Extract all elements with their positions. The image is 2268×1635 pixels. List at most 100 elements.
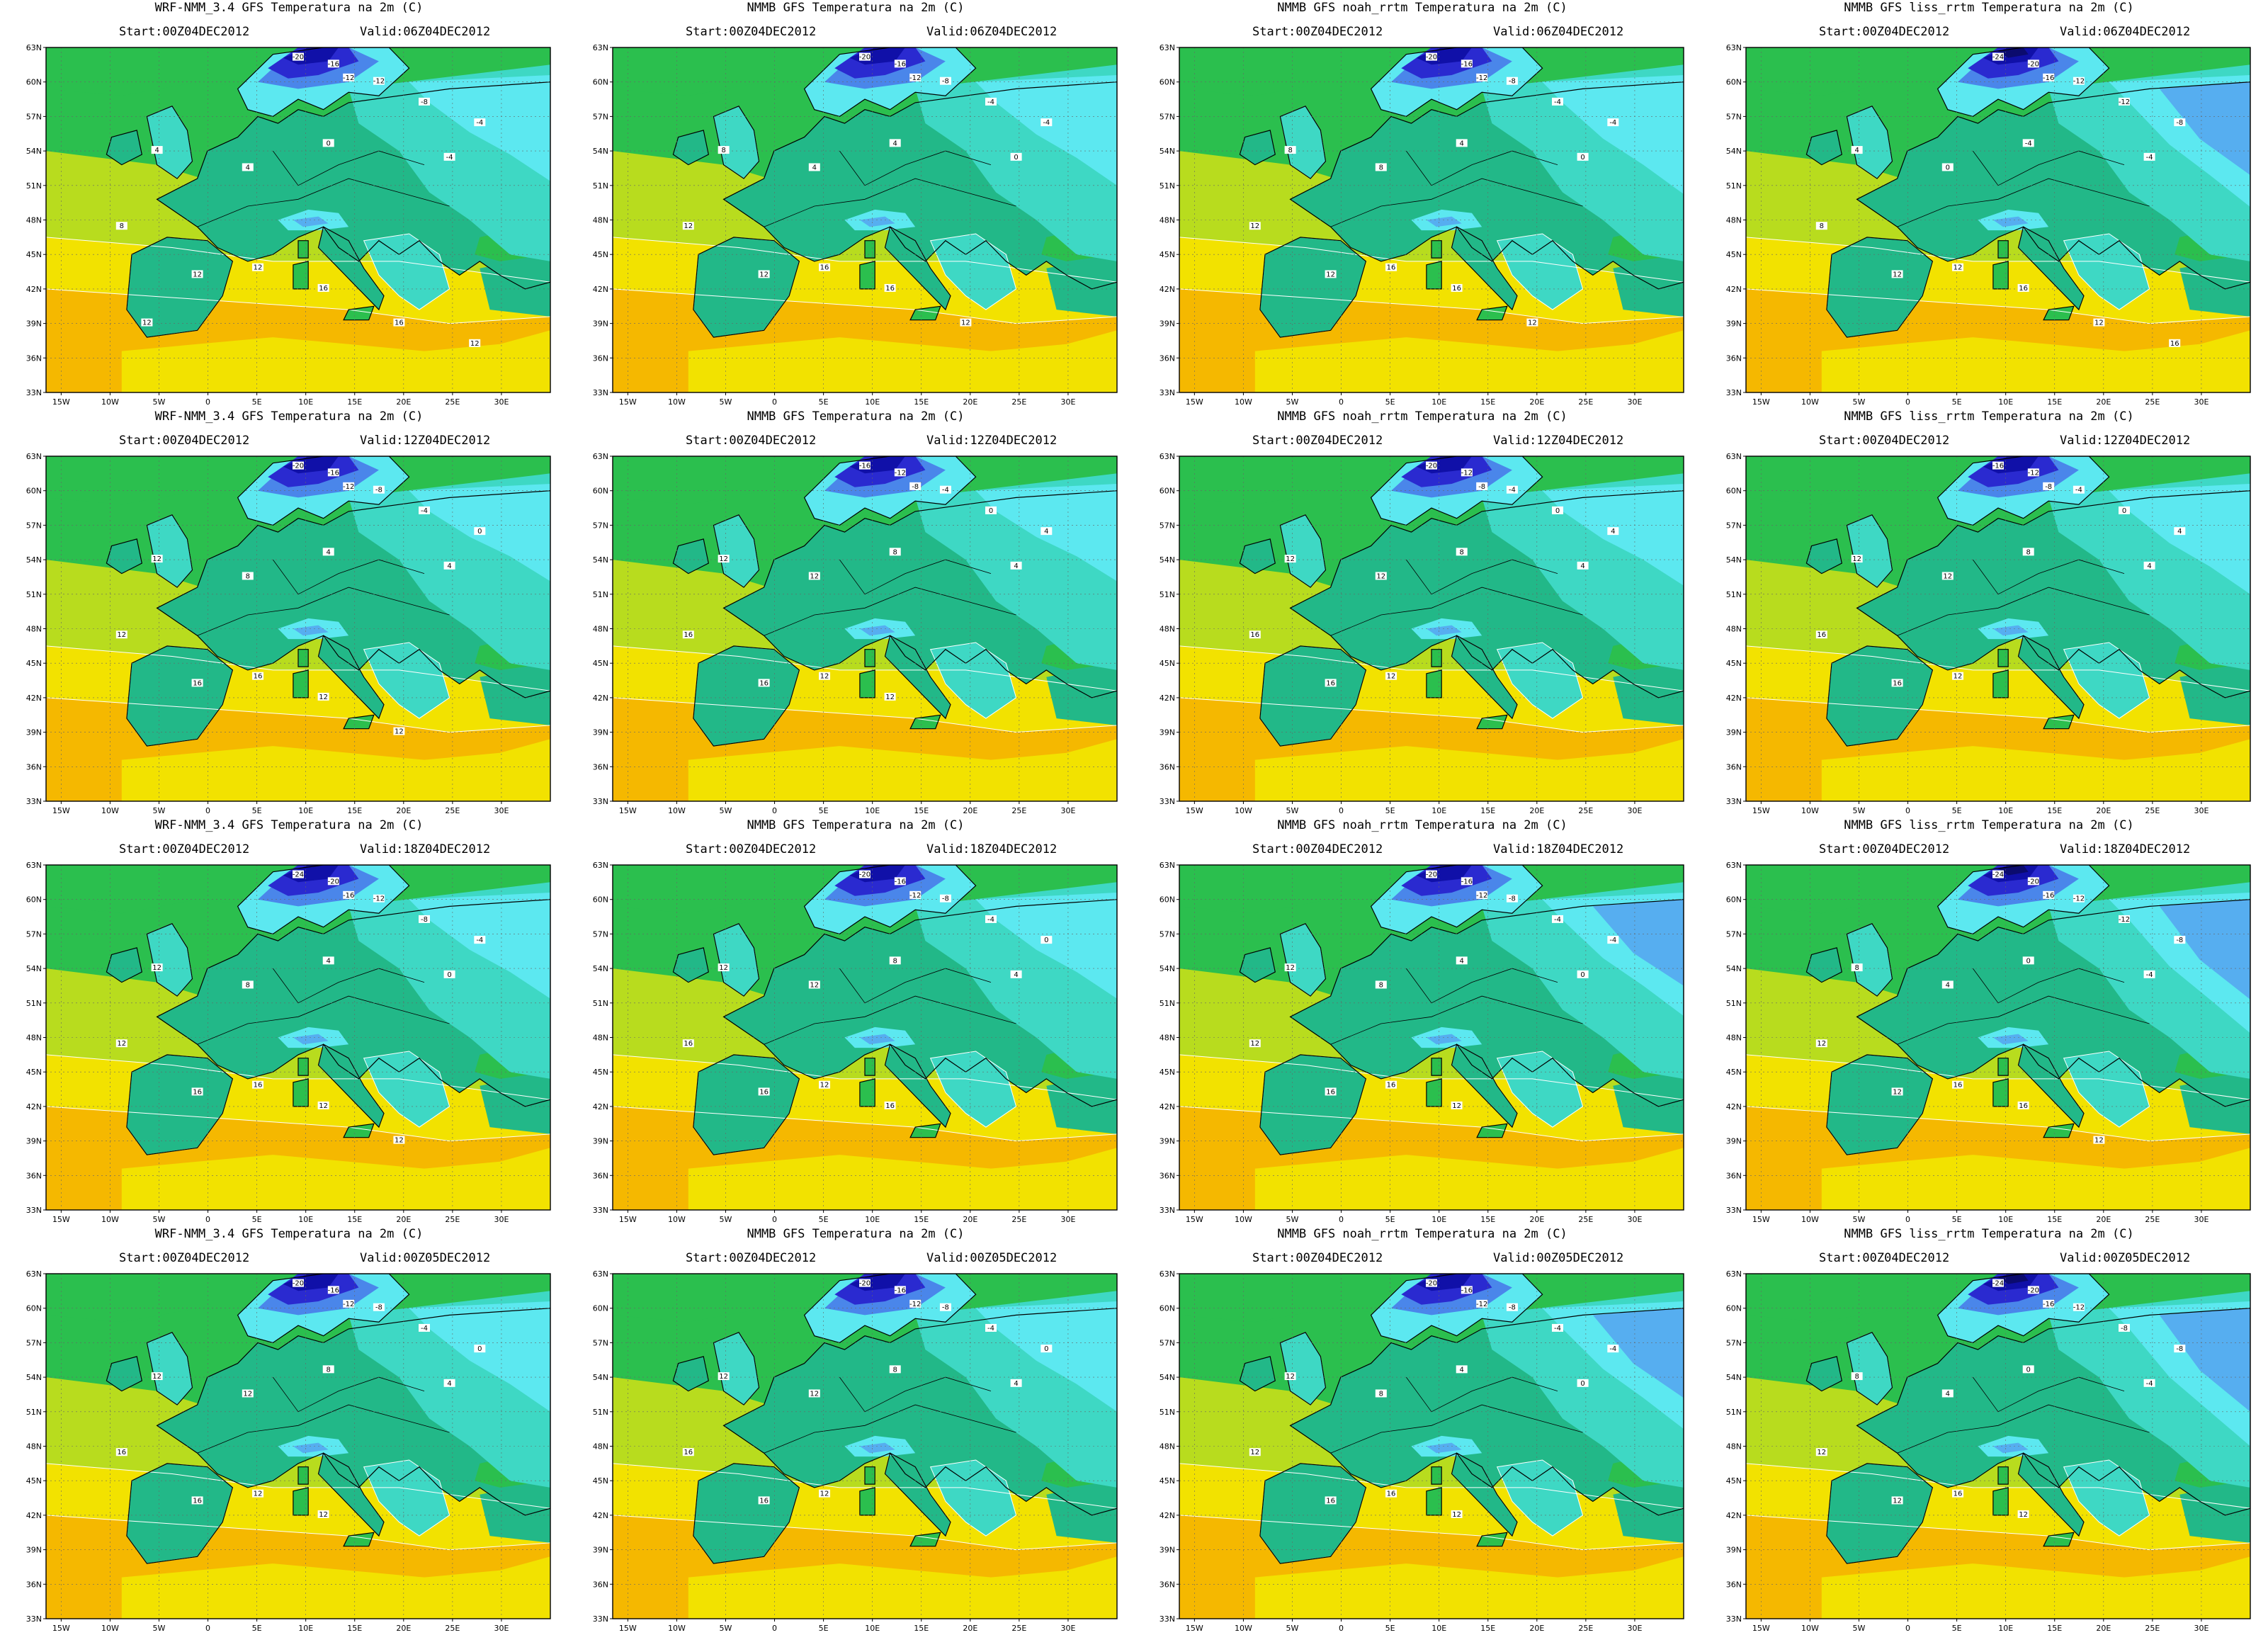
- lat-tick-label: 54N: [26, 147, 42, 156]
- svg-text:12: 12: [961, 319, 970, 327]
- panel-r4c2-map: NMMB GFS Temperatura na 2m (C) Start:00Z0…: [593, 1227, 1118, 1633]
- lat-tick-label: 51N: [26, 999, 42, 1008]
- lat-tick-label: 57N: [1159, 112, 1175, 121]
- lat-tick-label: 48N: [26, 625, 42, 634]
- svg-text:-4: -4: [2146, 154, 2153, 162]
- contour-label: -4: [1552, 915, 1563, 924]
- lat-tick-label: 36N: [1159, 1580, 1175, 1589]
- svg-text:8: 8: [721, 147, 725, 154]
- svg-text:12: 12: [1954, 673, 1963, 681]
- svg-text:16: 16: [885, 1102, 895, 1110]
- contour-label: 12: [115, 630, 127, 639]
- lon-tick-label: 5E: [1385, 1624, 1395, 1633]
- lon-tick-label: 20E: [396, 1624, 411, 1633]
- contour-label: 12: [1851, 555, 1863, 563]
- lon-tick-label: 0: [205, 806, 210, 815]
- start-time-label: Start:00Z04DEC2012: [1819, 434, 1949, 448]
- contour-label: 12: [884, 692, 896, 701]
- svg-text:8: 8: [2026, 548, 2031, 556]
- lat-tick-label: 42N: [1159, 285, 1175, 294]
- lon-tick-label: 5W: [1286, 806, 1299, 815]
- svg-text:0: 0: [2026, 957, 2031, 965]
- lon-tick-label: 0: [1339, 397, 1344, 407]
- contour-label: 0: [1577, 1379, 1589, 1388]
- contour-label: 4: [1041, 527, 1053, 536]
- lon-tick-label: 20E: [2096, 397, 2111, 407]
- lon-tick-label: 20E: [963, 1215, 977, 1224]
- svg-text:16: 16: [1893, 679, 1902, 687]
- lat-tick-label: 48N: [1159, 1442, 1175, 1452]
- contour-label: 0: [474, 1345, 486, 1353]
- valid-time-label: Valid:00Z05DEC2012: [1493, 1251, 1623, 1265]
- lat-tick-label: 33N: [593, 388, 608, 397]
- svg-text:-16: -16: [895, 878, 906, 886]
- svg-text:12: 12: [254, 264, 263, 272]
- svg-text:8: 8: [1379, 164, 1383, 171]
- contour-label: -20: [2028, 1286, 2039, 1294]
- contour-label: 4: [889, 139, 901, 147]
- lat-tick-label: 48N: [1159, 1034, 1175, 1043]
- lat-tick-label: 51N: [1726, 1408, 1742, 1417]
- start-time-label: Start:00Z04DEC2012: [686, 434, 816, 448]
- svg-text:-16: -16: [328, 60, 339, 68]
- lat-tick-label: 51N: [1159, 999, 1175, 1008]
- lon-tick-label: 5W: [1286, 1624, 1299, 1633]
- lat-tick-label: 54N: [1726, 147, 1742, 156]
- svg-text:-4: -4: [1554, 916, 1561, 924]
- contour-label: -12: [909, 73, 921, 82]
- lat-tick-label: 63N: [1159, 861, 1175, 870]
- svg-text:16: 16: [254, 673, 263, 681]
- svg-text:4: 4: [327, 548, 331, 556]
- svg-text:16: 16: [885, 285, 895, 293]
- contour-label: -4: [2143, 152, 2155, 162]
- lat-tick-label: 42N: [1726, 694, 1742, 703]
- start-time-label: Start:00Z04DEC2012: [119, 1251, 249, 1265]
- contour-label: 8: [1284, 146, 1296, 154]
- svg-text:-4: -4: [2025, 140, 2032, 147]
- panel-r2c3: NMMB GFS noah_rrtm Temperatura na 2m (C)…: [1139, 409, 1706, 818]
- contour-label: 12: [1451, 1510, 1463, 1519]
- svg-text:4: 4: [893, 140, 897, 147]
- contour-label: -4: [419, 1323, 430, 1333]
- svg-text:16: 16: [1326, 1497, 1335, 1505]
- svg-text:-16: -16: [1461, 1286, 1473, 1294]
- lon-tick-label: 20E: [396, 397, 411, 407]
- lat-tick-label: 51N: [593, 999, 608, 1008]
- lat-tick-label: 45N: [1159, 659, 1175, 668]
- svg-text:12: 12: [1326, 271, 1335, 278]
- lon-tick-label: 5W: [1853, 1624, 1866, 1633]
- svg-text:12: 12: [395, 1137, 404, 1145]
- lat-tick-label: 39N: [26, 1137, 42, 1146]
- svg-text:-20: -20: [2028, 878, 2039, 886]
- svg-text:0: 0: [989, 507, 993, 515]
- contour-label: 16: [1891, 679, 1903, 687]
- panel-r3c1: WRF-NMM_3.4 GFS Temperatura na 2m (C) Sta…: [6, 818, 572, 1226]
- svg-text:-8: -8: [912, 483, 919, 491]
- lon-tick-label: 10W: [1235, 397, 1252, 407]
- lat-tick-label: 36N: [26, 1171, 42, 1180]
- lat-tick-label: 48N: [1159, 216, 1175, 225]
- lon-tick-label: 20E: [396, 1215, 411, 1224]
- svg-text:4: 4: [327, 957, 331, 965]
- svg-text:-16: -16: [2043, 74, 2054, 82]
- contour-label: 4: [1456, 956, 1468, 965]
- contour-label: -12: [909, 890, 921, 900]
- lon-tick-label: 0: [1905, 806, 1910, 815]
- temperature-field: [1746, 47, 2250, 392]
- lat-tick-label: 42N: [593, 285, 608, 294]
- contour-label: 4: [443, 561, 455, 570]
- lon-tick-label: 25E: [2145, 1624, 2160, 1633]
- contour-label: 0: [1041, 936, 1053, 944]
- svg-text:-12: -12: [343, 1301, 354, 1308]
- svg-text:12: 12: [1893, 1088, 1902, 1096]
- contour-label: 12: [252, 1489, 264, 1498]
- lat-tick-label: 57N: [593, 112, 608, 121]
- contour-label: 8: [1851, 1372, 1863, 1381]
- lat-tick-label: 42N: [1726, 1511, 1742, 1520]
- lat-tick-label: 54N: [1726, 555, 1742, 565]
- lat-tick-label: 54N: [26, 964, 42, 973]
- lat-tick-label: 45N: [593, 659, 608, 668]
- svg-text:0: 0: [2122, 507, 2126, 515]
- svg-text:-20: -20: [2028, 60, 2039, 68]
- start-time-label: Start:00Z04DEC2012: [1819, 1251, 1949, 1265]
